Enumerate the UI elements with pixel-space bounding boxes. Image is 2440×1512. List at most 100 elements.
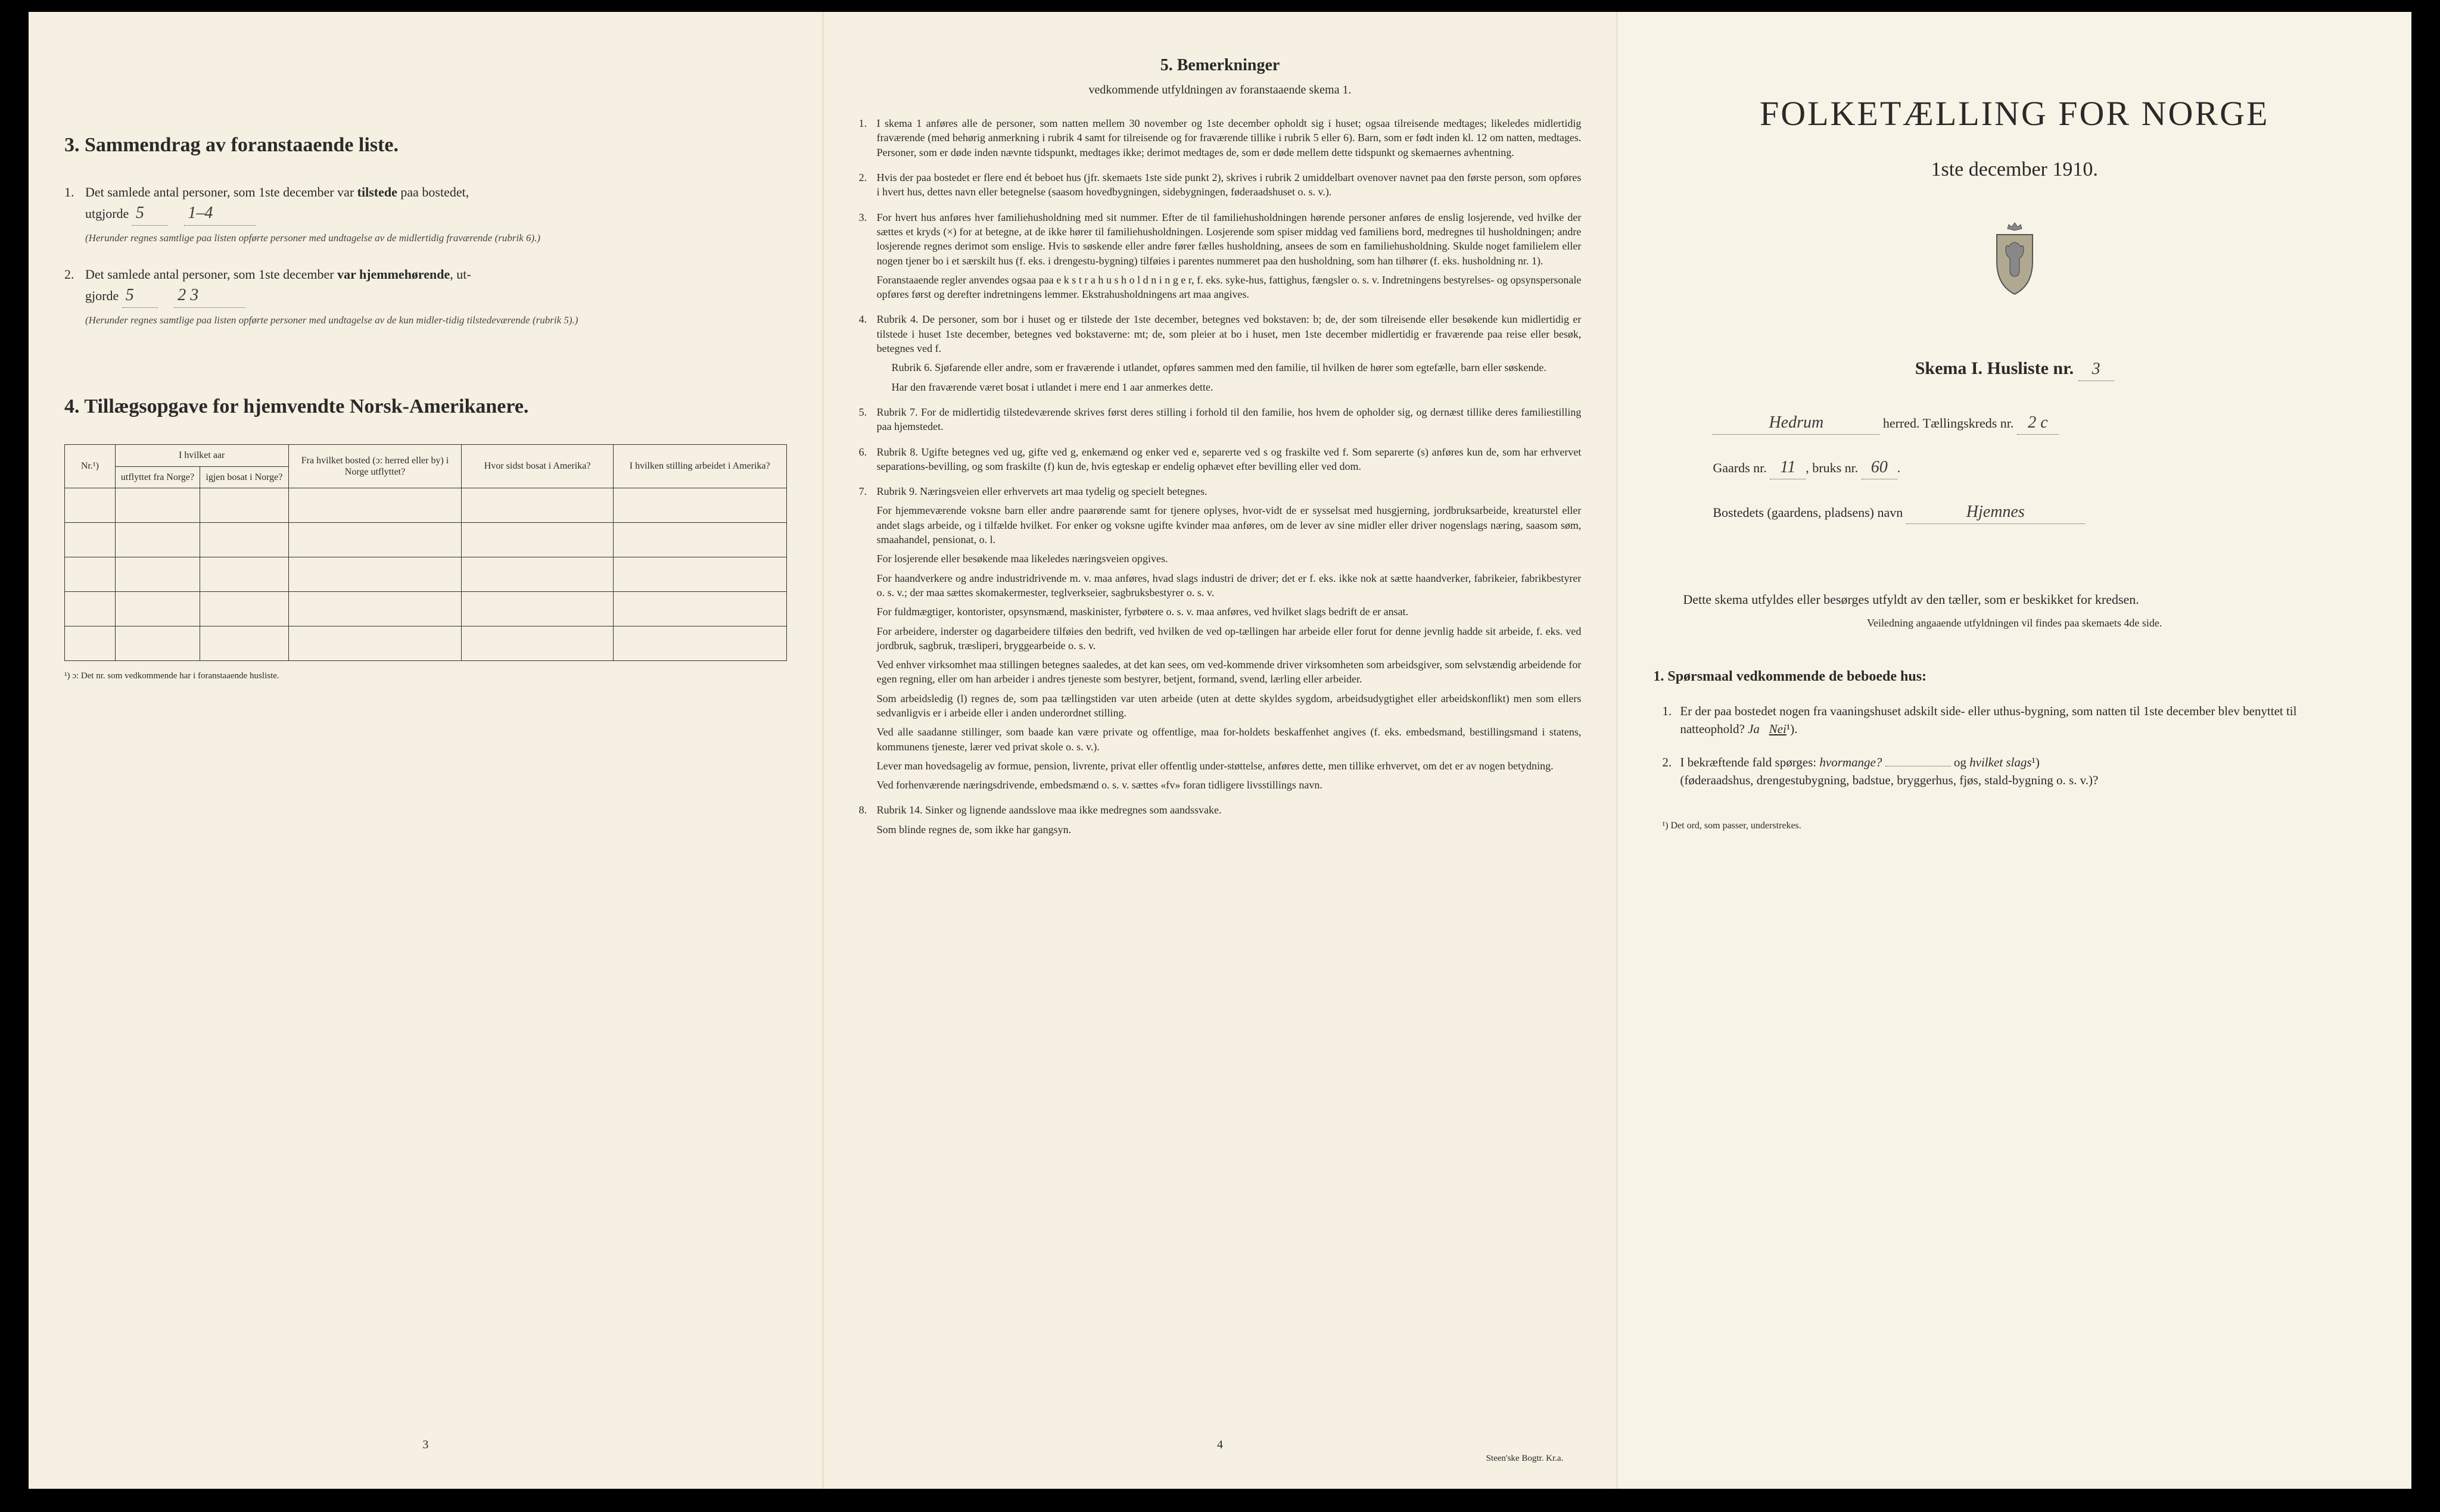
section5-subheading: vedkommende utfyldningen av foranstaaend… — [859, 82, 1582, 98]
remark-num: 3. — [859, 210, 867, 225]
remark-item: 6. Rubrik 8. Ugifte betegnes ved ug, gift… — [859, 445, 1582, 474]
question-1: 1. Er der paa bostedet nogen fra vaaning… — [1653, 702, 2376, 738]
table-row — [65, 591, 787, 626]
bruks-label: , bruks nr. — [1806, 460, 1858, 475]
section3-heading: 3. Sammendrag av foranstaaende liste. — [64, 131, 787, 160]
remark-item: 4. Rubrik 4. De personer, som bor i huset… — [859, 312, 1582, 394]
remark-item: 1. I skema 1 anføres alle de personer, so… — [859, 116, 1582, 160]
section4-heading: 4. Tillægsopgave for hjemvendte Norsk-Am… — [64, 392, 787, 421]
th-sub-utflyttet: utflyttet fra Norge? — [115, 466, 200, 488]
th-stilling: I hvilken stilling arbeidet i Amerika? — [613, 445, 786, 488]
q2-text-b: og — [1954, 755, 1969, 769]
document-container: 3. Sammendrag av foranstaaende liste. 1.… — [29, 12, 2411, 1489]
item1-bold: tilstede — [357, 185, 397, 199]
item2-bold: var hjemmehørende — [337, 267, 450, 282]
table-row — [65, 626, 787, 660]
remark-num: 1. — [859, 116, 867, 130]
herred-value: Hedrum — [1713, 411, 1879, 435]
remark-para: Ved forhenværende næringsdrivende, embed… — [877, 778, 1582, 792]
item2-num: 2. — [64, 266, 74, 284]
table-footnote: ¹) ɔ: Det nr. som vedkommende har i fora… — [64, 670, 787, 682]
th-aar: I hvilket aar — [115, 445, 288, 466]
remark-num: 2. — [859, 170, 867, 185]
printer-credit: Steen'ske Bogtr. Kr.a. — [1486, 1452, 1564, 1465]
skema-label: Skema I. Husliste nr. — [1915, 358, 2074, 378]
page-middle: 5. Bemerkninger vedkommende utfyldningen… — [823, 12, 1618, 1489]
main-title: FOLKETÆLLING FOR NORGE — [1653, 89, 2376, 138]
q2-text-c: (føderaadshus, drengestubygning, badstue… — [1680, 773, 2098, 787]
item1-note: (Herunder regnes samtlige paa listen opf… — [85, 232, 787, 245]
gaards-label: Gaards nr. — [1713, 460, 1766, 475]
q2-i2: hvilket slags — [1969, 755, 2031, 769]
page-number-4: 4 — [1217, 1436, 1223, 1453]
remark-para: Som blinde regnes de, som ikke har gangs… — [877, 822, 1582, 837]
q1-ja: Ja — [1748, 722, 1760, 736]
item1-line2-prefix: utgjorde — [85, 206, 129, 221]
table-body — [65, 488, 787, 660]
q2-i1: hvormange? — [1819, 755, 1882, 769]
remark-sub: Har den fraværende været bosat i utlande… — [877, 380, 1582, 394]
remark-num: 4. — [859, 312, 867, 326]
remark-para: Foranstaaende regler anvendes ogsaa paa … — [877, 273, 1582, 302]
remark-text: I skema 1 anføres alle de personer, som … — [877, 117, 1582, 158]
instruction-text: Dette skema utfyldes eller besørges utfy… — [1653, 590, 2376, 609]
item2-line2-prefix: gjorde — [85, 288, 119, 303]
remark-sub: Rubrik 6. Sjøfarende eller andre, som er… — [877, 360, 1582, 375]
table-row — [65, 522, 787, 557]
remark-item: 2. Hvis der paa bostedet er flere end ét … — [859, 170, 1582, 199]
page-number-3: 3 — [422, 1436, 428, 1453]
remark-para: Lever man hovedsagelig av formue, pensio… — [877, 759, 1582, 773]
remark-para: For fuldmægtiger, kontorister, opsynsmæn… — [877, 604, 1582, 619]
remark-item: 7. Rubrik 9. Næringsveien eller erhvervet… — [859, 484, 1582, 792]
item1-fill1: 5 — [132, 201, 168, 225]
q1-num: 1. — [1662, 702, 1672, 720]
th-nr: Nr.¹) — [65, 445, 116, 488]
item2-fill2: 2 3 — [174, 283, 245, 307]
remark-para: For losjerende eller besøkende maa likel… — [877, 551, 1582, 566]
remark-text: Hvis der paa bostedet er flere end ét be… — [877, 172, 1582, 198]
remark-text: For hvert hus anføres hver familiehushol… — [877, 211, 1582, 267]
skema-nr: 3 — [2078, 357, 2114, 381]
skema-line: Skema I. Husliste nr. 3 — [1653, 356, 2376, 381]
instruction-block: Dette skema utfyldes eller besørges utfy… — [1653, 590, 2376, 631]
amerikanere-table: Nr.¹) I hvilket aar Fra hvilket bosted (… — [64, 444, 787, 660]
section3-item2: 2. Det samlede antal personer, som 1ste … — [64, 266, 787, 327]
instruction-sub: Veiledning angaaende utfyldningen vil fi… — [1653, 615, 2376, 631]
item2-text-after: , ut- — [450, 267, 471, 282]
item2-note: (Herunder regnes samtlige paa listen opf… — [85, 314, 787, 327]
remarks-container: 1. I skema 1 anføres alle de personer, so… — [859, 116, 1582, 837]
remark-text: Rubrik 8. Ugifte betegnes ved ug, gifte … — [877, 446, 1582, 472]
bosted-line: Bostedets (gaardens, pladsens) navn Hjem… — [1653, 500, 2376, 524]
date-title: 1ste december 1910. — [1653, 155, 2376, 184]
item2-text-before: Det samlede antal personer, som 1ste dec… — [85, 267, 337, 282]
questions-heading: 1. Spørsmaal vedkommende de beboede hus: — [1653, 667, 2376, 687]
remark-para: For haandverkere og andre industridriven… — [877, 571, 1582, 600]
q1-sup: ¹). — [1787, 722, 1798, 736]
question-2: 2. I bekræftende fald spørges: hvormange… — [1653, 753, 2376, 790]
bosted-value: Hjemnes — [1906, 500, 2085, 524]
q1-nei: Nei — [1769, 722, 1787, 736]
item1-num: 1. — [64, 183, 74, 202]
remark-text: Rubrik 9. Næringsveien eller erhvervets … — [877, 485, 1207, 497]
remark-text: Rubrik 7. For de midlertidig tilstedevær… — [877, 406, 1582, 432]
kreds-nr: 2 c — [2017, 411, 2059, 435]
remark-num: 5. — [859, 405, 867, 419]
q2-sup: ¹) — [2032, 755, 2040, 769]
remark-para: For arbeidere, inderster og dagarbeidere… — [877, 624, 1582, 653]
remark-item: 8.Rubrik 14. Sinker og lignende aandsslo… — [859, 803, 1582, 837]
remark-item: 3. For hvert hus anføres hver familiehush… — [859, 210, 1582, 302]
footnote-right: ¹) Det ord, som passer, understrekes. — [1653, 819, 2376, 833]
remark-num: 7. — [859, 484, 867, 498]
remark-num: 8. — [859, 803, 867, 817]
item1-fill2: 1–4 — [184, 201, 256, 225]
page-right: FOLKETÆLLING FOR NORGE 1ste december 191… — [1617, 12, 2411, 1489]
herred-line: Hedrum herred. Tællingskreds nr. 2 c — [1653, 411, 2376, 435]
item2-fill1: 5 — [122, 283, 158, 307]
remark-text: Rubrik 4. De personer, som bor i huset o… — [877, 313, 1582, 354]
gaards-nr: 11 — [1770, 456, 1806, 479]
remark-para: Som arbeidsledig (l) regnes de, som paa … — [877, 691, 1582, 721]
section3-item1: 1. Det samlede antal personer, som 1ste … — [64, 183, 787, 245]
remark-num: 6. — [859, 445, 867, 459]
gaards-line: Gaards nr. 11, bruks nr. 60. — [1653, 456, 2376, 479]
remark-para: For hjemmeværende voksne barn eller andr… — [877, 503, 1582, 547]
